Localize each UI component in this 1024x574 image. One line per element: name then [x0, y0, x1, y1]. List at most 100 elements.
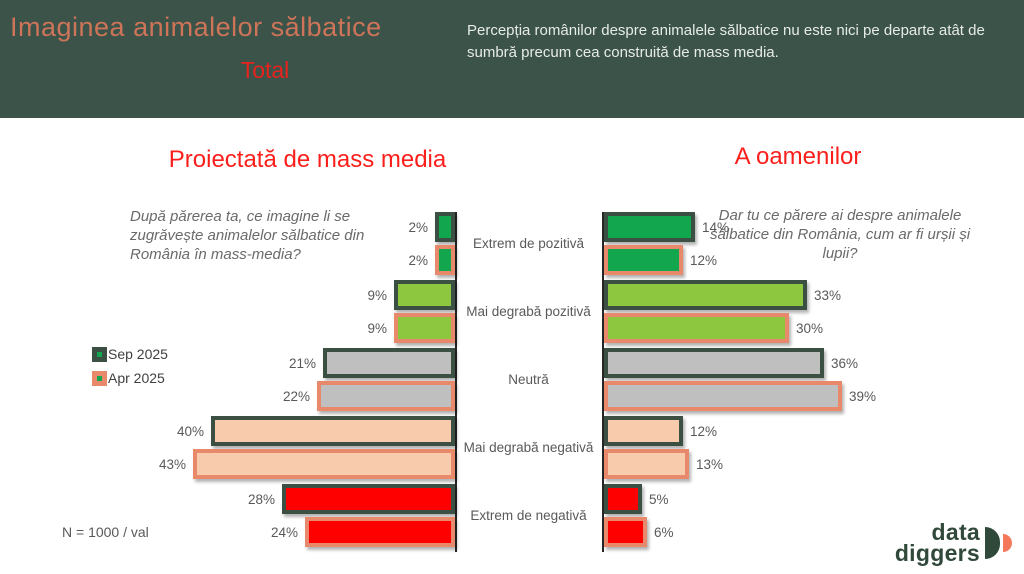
bar-sep-2025: [604, 280, 807, 310]
bar-row: 14%: [604, 212, 1024, 242]
category-label: Mai degrabă pozitivă: [466, 304, 591, 319]
left-chart-title: Proiectată de mass media: [168, 146, 447, 173]
bar-sep-2025: [394, 280, 455, 310]
bar-sep-2025: [604, 416, 683, 446]
bar-apr-2025: [604, 449, 689, 479]
header-description: Percepția românilor despre animalele săl…: [467, 22, 985, 61]
bar-group: 33% 30%: [604, 280, 1024, 343]
bar-row: 9%: [0, 280, 455, 310]
bar-value-label: 2%: [408, 219, 428, 235]
bar-value-label: 24%: [270, 524, 298, 540]
bar-value-label: 14%: [702, 219, 730, 235]
datadiggers-logo: data diggers: [894, 518, 1012, 566]
bar-sep-2025: [604, 484, 642, 514]
bar-apr-2025: [604, 381, 842, 411]
bar-value-label: 9%: [367, 320, 387, 336]
people-opinion-chart: 14% 12% 33% 30% 36% 39% 12% 13% 5% 6%: [602, 212, 1024, 552]
category-label: Mai degrabă negativă: [463, 440, 594, 455]
bar-value-label: 21%: [288, 355, 316, 371]
left-question-text: După părerea ta, ce imagine li se zugrăv…: [130, 208, 365, 263]
category-label: Neutră: [508, 372, 549, 387]
logo-line1: data: [931, 518, 980, 545]
total-tab-label: Total: [240, 57, 290, 83]
bar-group: 2% 2%: [0, 212, 455, 275]
bar-row: 43%: [0, 449, 455, 479]
category-label: Extrem de pozitivă: [472, 236, 585, 251]
bar-group: 9% 9%: [0, 280, 455, 343]
bar-value-label: 13%: [696, 456, 724, 472]
bar-sep-2025: [323, 348, 455, 378]
bar-row: 30%: [604, 313, 1024, 343]
apr-2025-swatch-icon: [92, 370, 107, 386]
bar-row: 5%: [604, 484, 1024, 514]
logo-d-marks-icon: [985, 526, 1012, 559]
bar-group: 40% 43%: [0, 416, 455, 479]
bar-row: 39%: [604, 381, 1024, 411]
bar-row: 9%: [0, 313, 455, 343]
bar-apr-2025: [305, 517, 455, 547]
bar-group: 21% 22%: [0, 348, 455, 411]
bar-value-label: 2%: [408, 252, 428, 268]
bar-apr-2025: [604, 245, 683, 275]
bar-value-label: 5%: [649, 491, 669, 507]
mass-media-chart: 2% 2% 9% 9% 21% 22% 40% 43% 28% 24%: [0, 212, 457, 552]
logo-d-salmon-icon: [1003, 533, 1012, 552]
bar-sep-2025: [282, 484, 455, 514]
bar-value-label: 28%: [247, 491, 275, 507]
bar-row: 24%: [0, 517, 455, 547]
bar-row: 28%: [0, 484, 455, 514]
logo-text: data diggers: [894, 518, 980, 566]
bar-row: 33%: [604, 280, 1024, 310]
bar-value-label: 36%: [831, 355, 859, 371]
bar-group: 36% 39%: [604, 348, 1024, 411]
page-title: Imaginea animalelor sălbatice: [10, 12, 382, 42]
charts-area: 2% 2% 9% 9% 21% 22% 40% 43% 28% 24% Extrem de poz…: [0, 212, 1024, 553]
bar-value-label: 30%: [796, 320, 824, 336]
bar-row: 36%: [604, 348, 1024, 378]
bar-value-label: 9%: [367, 287, 387, 303]
bar-value-label: 43%: [158, 456, 186, 472]
logo-line2: diggers: [894, 539, 980, 566]
header-band: Imaginea animalelor sălbatice Total Perc…: [0, 0, 1024, 118]
legend-item-apr-2025: Apr 2025: [92, 366, 168, 390]
legend-item-sep-2025: Sep 2025: [92, 342, 168, 366]
bar-group: 5% 6%: [604, 484, 1024, 547]
bar-apr-2025: [604, 517, 647, 547]
bar-value-label: 40%: [176, 423, 204, 439]
bar-apr-2025: [435, 245, 455, 275]
bar-row: 12%: [604, 416, 1024, 446]
bar-row: 22%: [0, 381, 455, 411]
sep-2025-swatch-icon: [92, 346, 107, 362]
bar-row: 2%: [0, 212, 455, 242]
bar-value-label: 22%: [282, 388, 310, 404]
legend-label: Apr 2025: [108, 370, 165, 386]
bar-group: 28% 24%: [0, 484, 455, 547]
bar-sep-2025: [604, 212, 695, 242]
bar-apr-2025: [317, 381, 455, 411]
bar-value-label: 6%: [654, 524, 674, 540]
right-question-text: Dar tu ce părere ai despre animalele săl…: [709, 207, 971, 262]
bar-value-label: 33%: [814, 287, 842, 303]
legend: Sep 2025 Apr 2025: [92, 342, 168, 390]
bar-apr-2025: [604, 313, 789, 343]
category-axis-labels: Extrem de pozitivă Mai degrabă pozitivă Ne…: [457, 212, 600, 552]
bar-sep-2025: [211, 416, 455, 446]
legend-label: Sep 2025: [108, 346, 168, 362]
bar-value-label: 12%: [690, 252, 718, 268]
logo-d-green-icon: [985, 526, 1000, 559]
sample-size-note: N = 1000 / val: [62, 524, 149, 540]
bar-row: 12%: [604, 245, 1024, 275]
bar-row: 21%: [0, 348, 455, 378]
bar-group: 14% 12%: [604, 212, 1024, 275]
right-chart-title: A oamenilor: [734, 143, 862, 170]
bar-value-label: 12%: [690, 423, 718, 439]
bar-apr-2025: [394, 313, 455, 343]
bar-row: 40%: [0, 416, 455, 446]
category-label: Extrem de negativă: [470, 508, 587, 523]
bar-row: 6%: [604, 517, 1024, 547]
bar-row: 13%: [604, 449, 1024, 479]
bar-apr-2025: [193, 449, 455, 479]
bar-sep-2025: [435, 212, 455, 242]
bar-sep-2025: [604, 348, 824, 378]
